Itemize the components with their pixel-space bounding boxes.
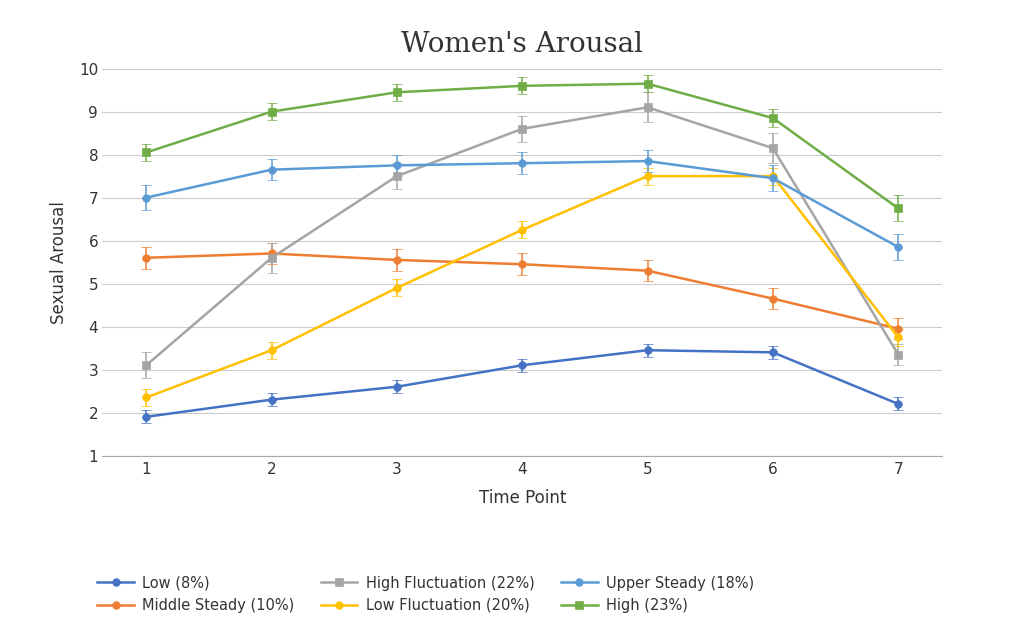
Y-axis label: Sexual Arousal: Sexual Arousal: [50, 201, 68, 323]
Legend: Low (8%), Middle Steady (10%), High Fluctuation (22%), Low Fluctuation (20%), Up: Low (8%), Middle Steady (10%), High Fluc…: [93, 571, 759, 617]
X-axis label: Time Point: Time Point: [478, 489, 566, 507]
Title: Women's Arousal: Women's Arousal: [401, 31, 643, 58]
